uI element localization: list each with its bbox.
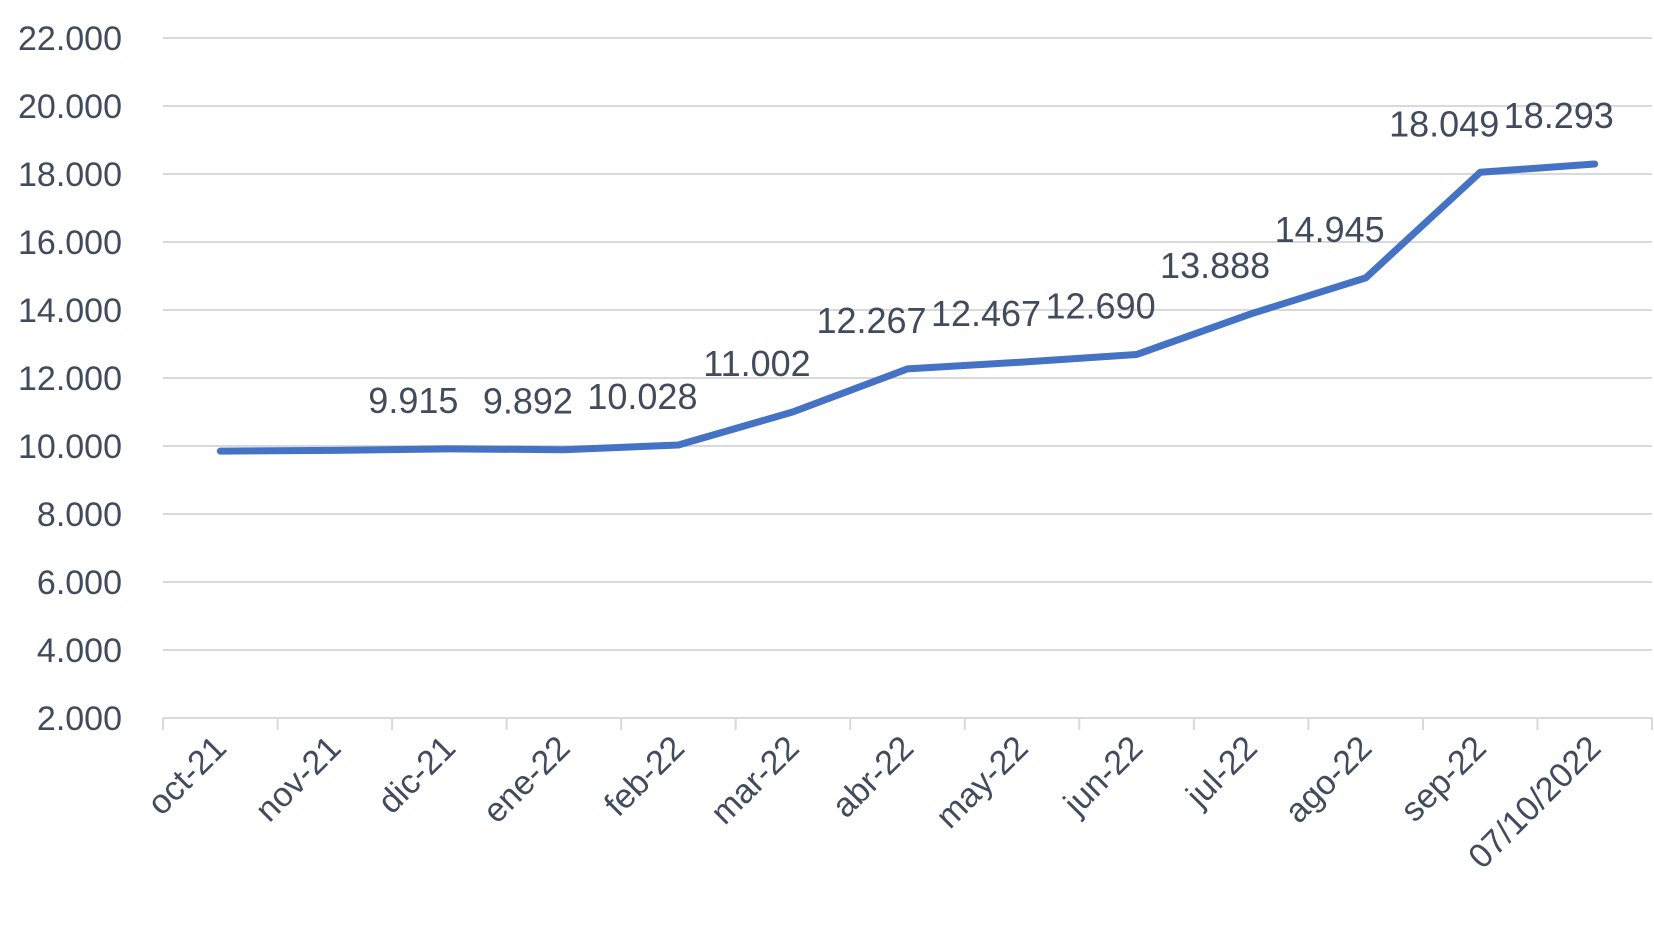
- data-label: 10.028: [587, 376, 697, 417]
- y-tick-label: 18.000: [18, 156, 122, 194]
- data-label: 12.267: [816, 300, 926, 341]
- x-tick-label: dic-21: [371, 729, 463, 821]
- series: [216, 160, 1599, 455]
- y-tick-label: 14.000: [18, 292, 122, 330]
- y-axis-tick-labels: 2.000 4.000 6.000 8.000 10.000 12.000 14.000 16…: [18, 20, 122, 738]
- x-tick-label: nov-21: [248, 729, 348, 829]
- data-label: 14.945: [1275, 209, 1385, 250]
- x-tick-label: mar-22: [704, 729, 807, 832]
- data-label: 13.888: [1160, 245, 1270, 286]
- y-tick-label: 22.000: [18, 20, 122, 58]
- x-tick-label: sep-22: [1393, 729, 1493, 829]
- x-tick-label: may-22: [929, 729, 1036, 836]
- data-label: 12.690: [1046, 286, 1156, 327]
- x-axis-tick-labels: oct-21 nov-21 dic-21 ene-22 feb-22 mar-22 abr-…: [140, 729, 1608, 876]
- y-tick-label: 16.000: [18, 224, 122, 262]
- series-line: [216, 160, 1599, 455]
- y-tick-label: 10.000: [18, 428, 122, 466]
- x-tick-label: ene-22: [476, 729, 578, 831]
- data-label: 18.049: [1389, 103, 1499, 144]
- x-tick-label: jun-22: [1056, 729, 1150, 823]
- x-axis: [162, 717, 1653, 730]
- data-label: 9.915: [368, 380, 458, 421]
- y-tick-label: 4.000: [37, 632, 122, 670]
- x-tick-label: feb-22: [597, 729, 692, 824]
- x-tick-label: ago-22: [1278, 729, 1380, 831]
- y-tick-label: 2.000: [37, 700, 122, 738]
- data-label: 18.293: [1504, 95, 1614, 136]
- data-label: 12.467: [931, 293, 1041, 334]
- y-tick-label: 6.000: [37, 564, 122, 602]
- data-label: 9.892: [483, 381, 573, 422]
- y-tick-label: 8.000: [37, 496, 122, 534]
- data-label: 11.002: [703, 343, 810, 384]
- x-tick-label: oct-21: [140, 729, 234, 823]
- x-tick-label: jul-22: [1178, 729, 1264, 815]
- x-tick-label: abr-22: [825, 729, 921, 825]
- y-tick-label: 12.000: [18, 360, 122, 398]
- y-tick-label: 20.000: [18, 88, 122, 126]
